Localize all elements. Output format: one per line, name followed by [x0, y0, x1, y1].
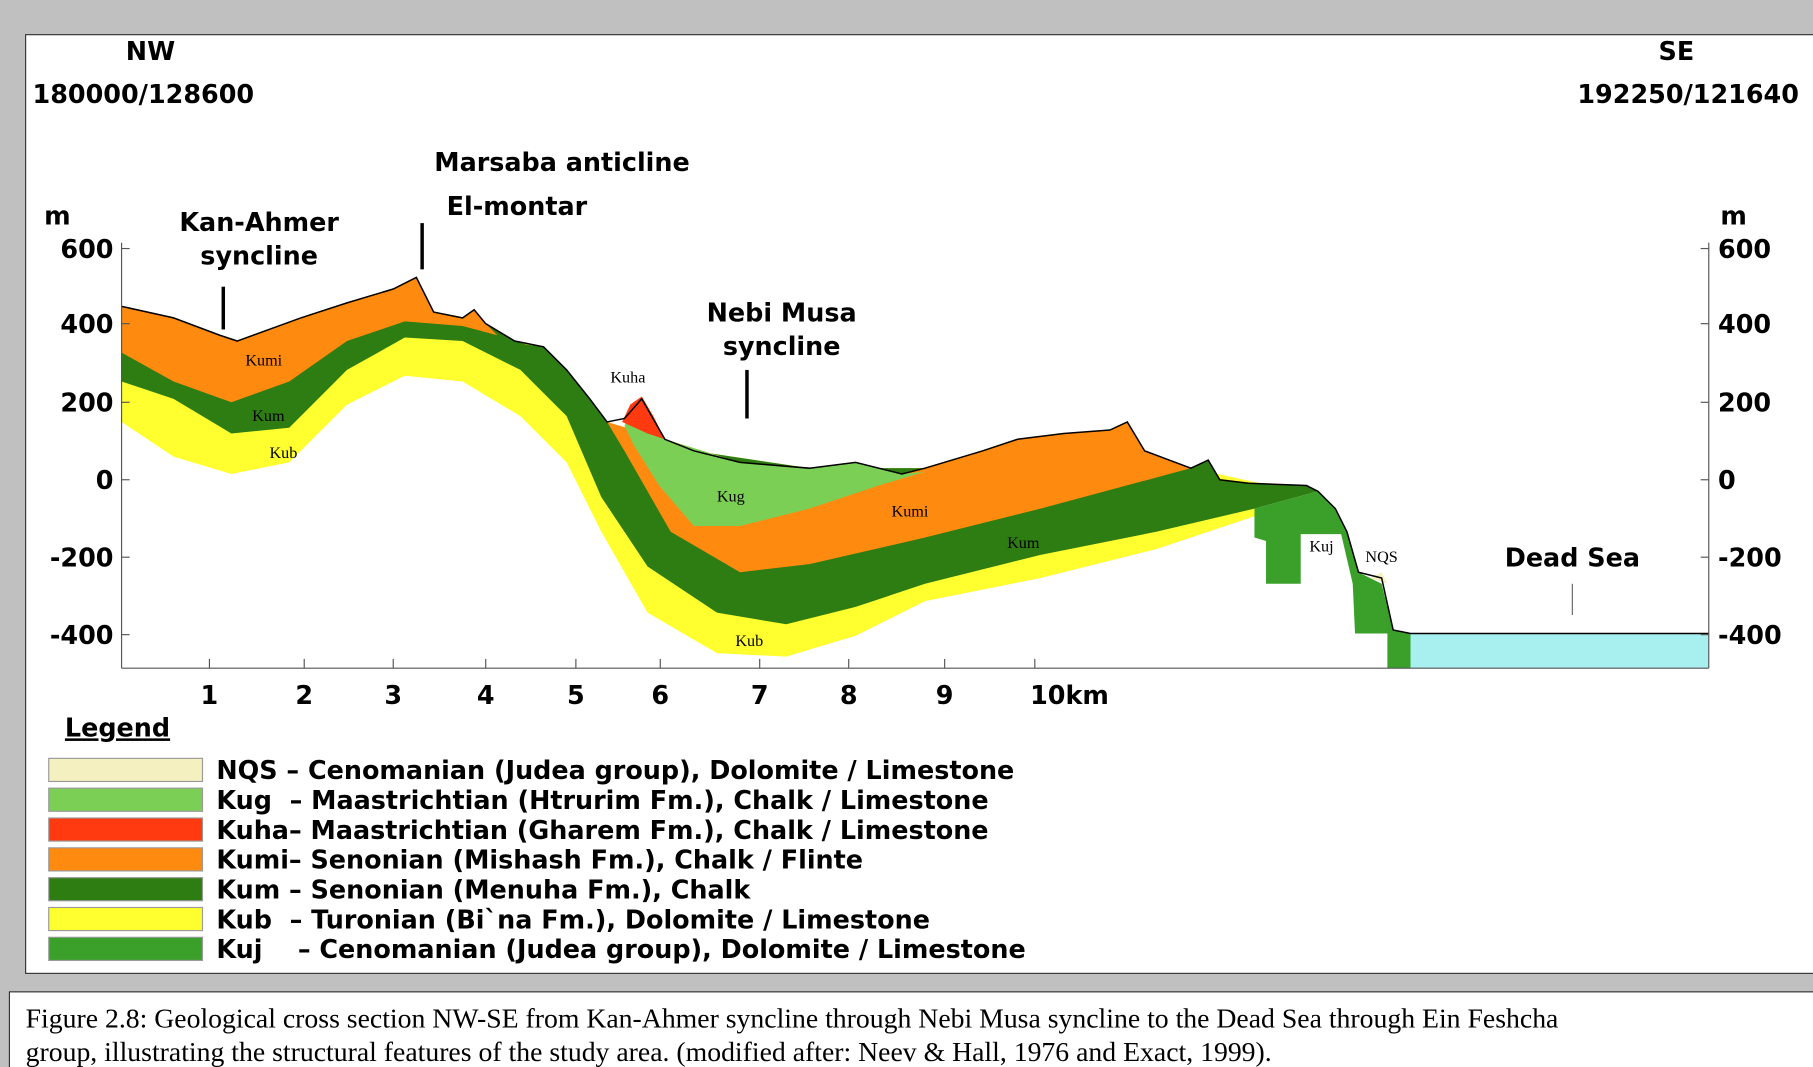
formation-label: Kuj [1309, 538, 1333, 555]
formation-label: Kub [269, 445, 297, 462]
feature-label: syncline [200, 241, 318, 271]
y-tick-label: 200 [1718, 388, 1771, 418]
coordinates: 180000/128600 [33, 79, 255, 109]
legend-label: Kuha– Maastrichtian (Gharem Fm.), Chalk … [216, 815, 988, 845]
caption: group, illustrating the structural featu… [26, 1037, 1272, 1067]
feature-label: Dead Sea [1505, 542, 1640, 572]
legend-swatch [49, 758, 203, 781]
x-tick-label: 8 [840, 680, 858, 710]
formation-label: Kuha [610, 370, 645, 387]
formation-label: Kumi [245, 352, 282, 369]
y-tick-label: 400 [60, 309, 113, 339]
y-tick-label: -200 [50, 542, 114, 572]
legend-swatch [49, 848, 203, 871]
y-tick-label: -400 [50, 620, 114, 650]
y-tick-label: 400 [1718, 309, 1771, 339]
legend-swatch [49, 788, 203, 811]
feature-label: syncline [723, 331, 841, 361]
direction: SE [1659, 36, 1695, 66]
legend-title: Legend [65, 712, 170, 742]
x-tick-label: 10km [1030, 680, 1109, 710]
legend-label: Kub – Turonian (Bi`na Fm.), Dolomite / L… [216, 904, 930, 934]
feature-label: Kan-Ahmer [179, 207, 339, 237]
formation-label: Kum [252, 408, 285, 425]
x-tick-label: 3 [384, 680, 402, 710]
y-tick-label: 0 [1718, 465, 1736, 495]
y-tick-label: -200 [1718, 542, 1782, 572]
x-tick-label: 5 [567, 680, 585, 710]
feature-label: Marsaba anticline [434, 147, 689, 177]
formation-label: Kum [1007, 535, 1040, 552]
page: NW 180000/128600 SE 192250/121640 Kan-Ah… [0, 0, 1813, 1067]
x-tick-label: 1 [201, 680, 219, 710]
feature-label: El-montar [447, 191, 588, 221]
legend-label: NQS – Cenomanian (Judea group), Dolomite… [216, 755, 1014, 785]
legend-label: Kuj – Cenomanian (Judea group), Dolomite… [216, 934, 1025, 964]
legend-label: Kumi– Senonian (Mishash Fm.), Chalk / Fl… [216, 845, 863, 875]
y-tick-label: 600 [60, 234, 113, 264]
legend-swatch [49, 878, 203, 901]
y-tick-label: 600 [1718, 234, 1771, 264]
legend-label: Kug – Maastrichtian (Htrurim Fm.), Chalk… [216, 785, 988, 815]
dead-sea-water [1411, 633, 1709, 668]
axis-unit: m [44, 200, 71, 230]
formation-label: NQS [1365, 549, 1397, 566]
legend-swatch [49, 937, 203, 960]
coordinates: 192250/121640 [1577, 79, 1799, 109]
direction: NW [126, 36, 175, 66]
formation-label: Kug [717, 489, 745, 506]
formation-label: Kub [735, 633, 763, 650]
legend-swatch [49, 907, 203, 930]
x-tick-label: 4 [477, 680, 495, 710]
x-tick-label: 6 [651, 680, 669, 710]
formation-label: Kumi [892, 504, 929, 521]
x-tick-label: 7 [751, 680, 769, 710]
feature-label: Nebi Musa [707, 297, 857, 327]
y-tick-label: -400 [1718, 620, 1782, 650]
x-tick-label: 9 [936, 680, 954, 710]
figure: NW 180000/128600 SE 192250/121640 Kan-Ah… [0, 0, 1813, 1067]
legend-label: Kum – Senonian (Menuha Fm.), Chalk [216, 874, 751, 904]
legend-swatch [49, 818, 203, 841]
y-tick-label: 200 [60, 388, 113, 418]
axis-unit: m [1720, 200, 1747, 230]
x-tick-label: 2 [295, 680, 313, 710]
y-tick-label: 0 [96, 465, 114, 495]
caption: Figure 2.8: Geological cross section NW-… [26, 1004, 1559, 1035]
